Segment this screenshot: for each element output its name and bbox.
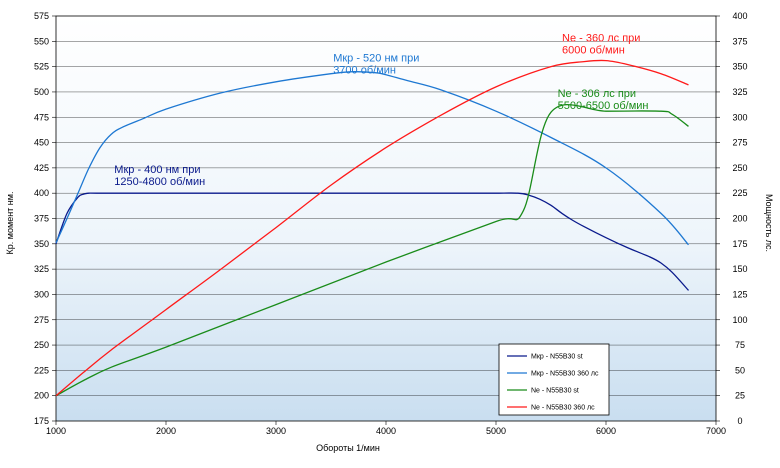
y-tick-label-left: 500 xyxy=(34,87,49,97)
y-tick-label-left: 175 xyxy=(34,416,49,426)
x-tick-label: 2000 xyxy=(156,426,176,436)
legend-label: Мкр - N55B30 st xyxy=(531,354,583,361)
y-tick-label-right: 350 xyxy=(732,62,747,72)
y-tick-label-left: 475 xyxy=(34,112,49,122)
series-line-3 xyxy=(55,103,689,397)
y-tick-label-left: 400 xyxy=(34,188,49,198)
annotation: Ne - 306 лс при 5500-6500 об/мин xyxy=(558,88,649,112)
y-tick-label-right: 200 xyxy=(732,214,747,224)
y-tick-label-left: 325 xyxy=(34,264,49,274)
annotation: Мкр - 520 нм при 3700 об/мин xyxy=(333,53,419,77)
x-tick-label: 7000 xyxy=(706,426,726,436)
y-tick-label-left: 525 xyxy=(34,62,49,72)
x-tick-label: 6000 xyxy=(596,426,616,436)
y-tick-label-right: 250 xyxy=(732,163,747,173)
y-tick-label-left: 300 xyxy=(34,289,49,299)
y-tick-label-left: 250 xyxy=(34,340,49,350)
y-axis-label-right: Мощность лс. xyxy=(764,194,774,252)
y-tick-label-left: 350 xyxy=(34,239,49,249)
axis-ticks: 1752002252502753003253503754004254504755… xyxy=(34,11,748,436)
legend-label: Ne - N55B30 360 лс xyxy=(531,405,595,412)
annotation: Ne - 360 лс при 6000 об/мин xyxy=(562,32,640,56)
legend-label: Мкр - N55B30 360 лс xyxy=(531,371,599,378)
y-tick-label-right: 325 xyxy=(732,87,747,97)
y-tick-label-right: 0 xyxy=(737,416,742,426)
y-axis-label-left: Кр. момент нм. xyxy=(5,192,15,255)
annotation: Мкр - 400 нм при 1250-4800 об/мин xyxy=(114,164,205,188)
x-axis-label: Обороты 1/мин xyxy=(316,443,380,453)
legend-label: Ne - N55B30 st xyxy=(531,388,579,395)
series-line-1 xyxy=(55,192,689,291)
x-tick-label: 5000 xyxy=(486,426,506,436)
y-tick-label-right: 75 xyxy=(735,340,745,350)
y-tick-label-right: 400 xyxy=(732,11,747,21)
x-tick-label: 1000 xyxy=(46,426,66,436)
y-tick-label-right: 100 xyxy=(732,315,747,325)
y-tick-label-right: 150 xyxy=(732,264,747,274)
y-tick-label-left: 275 xyxy=(34,315,49,325)
y-tick-label-right: 225 xyxy=(732,188,747,198)
y-tick-label-right: 25 xyxy=(735,391,745,401)
series-line-2 xyxy=(55,71,689,246)
y-tick-label-right: 125 xyxy=(732,289,747,299)
y-tick-label-right: 175 xyxy=(732,239,747,249)
annotations: Мкр - 520 нм при 3700 об/мин Мкр - 400 нм … xyxy=(114,32,648,188)
y-tick-label-left: 550 xyxy=(34,36,49,46)
series-lines xyxy=(55,59,689,397)
legend: Мкр - N55B30 st Мкр - N55B30 360 лс Ne - N… xyxy=(498,343,610,416)
y-tick-label-right: 50 xyxy=(735,365,745,375)
y-tick-label-left: 375 xyxy=(34,214,49,224)
y-tick-label-right: 300 xyxy=(732,112,747,122)
x-tick-label: 3000 xyxy=(266,426,286,436)
y-tick-label-left: 575 xyxy=(34,11,49,21)
y-tick-label-left: 425 xyxy=(34,163,49,173)
y-tick-label-left: 200 xyxy=(34,391,49,401)
y-tick-label-left: 225 xyxy=(34,365,49,375)
y-tick-label-right: 375 xyxy=(732,36,747,46)
x-tick-label: 4000 xyxy=(376,426,396,436)
series-line-4 xyxy=(55,59,689,397)
y-tick-label-left: 450 xyxy=(34,138,49,148)
y-tick-label-right: 275 xyxy=(732,138,747,148)
